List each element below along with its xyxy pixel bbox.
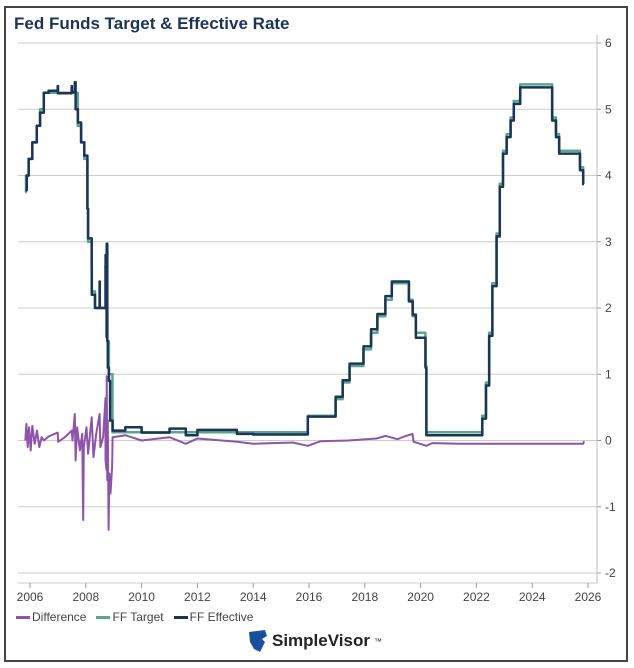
x-tick-label: 2026 xyxy=(575,590,602,604)
legend-item-difference[interactable]: Difference xyxy=(16,610,86,624)
legend-swatch xyxy=(173,615,188,619)
legend-label: Difference xyxy=(32,610,87,624)
x-tick-label: 2020 xyxy=(407,590,434,604)
x-tick-label: 2016 xyxy=(296,590,323,604)
x-tick-label: 2014 xyxy=(240,590,267,604)
y-tick-label: 1 xyxy=(605,367,612,381)
legend-label: FF Target xyxy=(112,610,164,624)
x-tick-label: 2006 xyxy=(17,590,44,604)
legend-swatch xyxy=(16,615,30,619)
legend-swatch xyxy=(96,615,111,619)
y-tick-label: 4 xyxy=(605,169,612,183)
x-tick-label: 2010 xyxy=(128,590,155,604)
y-tick-label: 5 xyxy=(605,102,612,116)
y-tick-label: 3 xyxy=(605,235,612,249)
series-ff-effective xyxy=(25,80,585,437)
logo-text: SimpleVisor xyxy=(272,631,370,650)
x-tick-label: 2022 xyxy=(463,590,490,604)
logo-trademark: ™ xyxy=(373,636,382,646)
chart-title: Fed Funds Target & Effective Rate xyxy=(14,14,290,33)
y-tick-label: 6 xyxy=(605,36,612,50)
y-tick-label: -1 xyxy=(605,500,616,514)
legend-item-ff-effective[interactable]: FF Effective xyxy=(173,610,254,624)
series-difference xyxy=(24,375,585,531)
x-tick-label: 2018 xyxy=(351,590,378,604)
legend-item-ff-target[interactable]: FF Target xyxy=(96,610,164,624)
legend-label: FF Effective xyxy=(189,610,254,624)
y-tick-label: 0 xyxy=(605,434,612,448)
y-tick-label: 2 xyxy=(605,301,612,315)
simplevisor-logo: SimpleVisor ™ xyxy=(248,630,382,652)
y-tick-label: -2 xyxy=(605,566,616,580)
legend: Difference FF Target FF Effective xyxy=(16,610,253,624)
x-tick-label: 2024 xyxy=(519,590,546,604)
x-tick-label: 2012 xyxy=(184,590,211,604)
x-tick-label: 2008 xyxy=(72,590,99,604)
shield-logo-icon xyxy=(249,630,267,652)
